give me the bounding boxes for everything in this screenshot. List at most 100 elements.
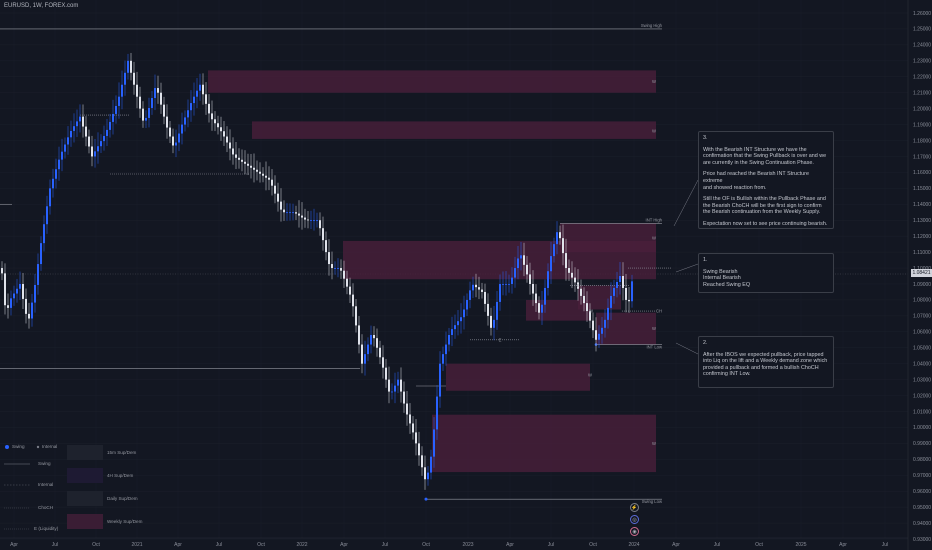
candle-body [214,119,216,124]
candle-body [445,344,447,355]
price-tick-label: 0.94000 [913,521,931,527]
candle-body [460,317,462,322]
candle-body [466,299,468,310]
candle-body [514,268,516,278]
price-tick-label: 1.14000 [913,202,931,208]
time-axis[interactable]: Apr Jul Oct 2021 Apr Jul Oct 2022 Apr Jul Oct 2023 A… [0,537,908,548]
note-1[interactable]: 1. Swing Bearish Internal Bearish Reached S… [698,253,834,293]
e-label: E [499,337,502,342]
note-line: and showed reaction from. [703,184,767,191]
legend-zone-15m: 15m Sup/Dem [107,450,137,455]
structure-labels: Swing High INT High CH INT Low Swing Low W W W W… [499,23,663,504]
candle-body [556,232,558,245]
candle-body [346,278,348,287]
candle-body [181,124,183,134]
candle-body [574,277,576,283]
candle-body [424,467,426,480]
candle-body [172,136,174,146]
legend-internal: Internal [42,444,58,449]
candle-body [55,169,57,179]
swing-low-label: Swing Low [642,499,663,504]
candle-body [547,271,549,288]
candle-body [397,379,399,386]
price-tick-label: 1.10000 [913,266,931,272]
candle-body [1,268,3,274]
candle-body [568,268,570,273]
candle-body [301,215,303,218]
candle-body [457,321,459,326]
candle-body [196,90,198,97]
candle-body [529,274,531,284]
price-tick-label: 0.93000 [913,537,931,543]
note-2[interactable]: 2. After the IBOS we expected pullback, p… [698,336,834,388]
swing-low-point [424,497,428,501]
candle-body [376,338,378,348]
price-tick-label: 1.07000 [913,314,931,320]
candle-body [154,88,156,99]
price-tick-label: 1.25000 [913,27,931,33]
candle-body [325,240,327,253]
note-3[interactable]: 3. With the Bearish INT Structure we have… [698,131,834,229]
candle-body [169,127,171,137]
candle-body [19,283,21,289]
candle-body [631,281,633,302]
candle-body [16,288,18,294]
w-label: W [652,326,656,331]
events-icon[interactable]: ◉ [630,527,639,536]
time-tick-label: Oct [589,542,597,548]
candle-body [544,287,546,305]
candle-body [328,252,330,265]
candle-body [562,238,564,254]
time-tick-label: Apr [174,542,182,548]
candle-body [283,209,285,213]
price-tick-label: 1.05000 [913,346,931,352]
candle-body [25,298,27,314]
w-label: W [589,309,593,314]
candle-body [487,303,489,316]
calendar-icon[interactable]: ◎ [630,515,639,524]
candle-body [493,319,495,328]
price-axis[interactable]: 1.26000 1.25000 1.24000 1.23000 1.22000 1.210… [907,0,931,550]
candle-body [10,298,12,308]
candle-body [625,287,627,300]
candle-body [295,212,297,214]
candle-body [349,286,351,295]
price-tick-label: 1.04000 [913,361,931,367]
price-tick-label: 1.16000 [913,170,931,176]
price-tick-label: 0.98000 [913,457,931,463]
candle-body [52,178,54,189]
price-tick-label: 1.18000 [913,138,931,144]
candle-body [73,126,75,131]
time-tick-label: Apr [10,542,18,548]
note-line: Expectation now set to see price continu… [703,220,828,227]
note-line: Swing Bearish [703,268,738,275]
time-tick-label: 2022 [296,542,307,548]
candle-body [535,293,537,304]
candle-body [343,270,345,279]
structure-lines [0,28,672,501]
candle-body [598,333,600,340]
price-tick-label: 1.21000 [913,91,931,97]
legend-zone-daily: Daily Sup/Dem [107,496,138,501]
candle-body [373,334,375,339]
candle-body [46,206,48,225]
candle-body [163,104,165,117]
candle-body [166,116,168,128]
candle-body [502,283,504,285]
sup-dem-zone [596,312,656,345]
candle-body [406,403,408,415]
lightning-icon[interactable]: ⚡ [630,503,639,512]
symbol-title[interactable]: EURUSD, 1W, FOREX.com [4,3,79,9]
candle-body [127,60,129,73]
legend-swing: Swing [12,444,25,449]
candle-body [448,334,450,345]
price-tick-label: 0.97000 [913,473,931,479]
candle-body [583,295,585,304]
candle-body [541,304,543,313]
candle-body [580,288,582,296]
time-tick-label: Jul [52,542,58,548]
legend-panel: Swing Internal Swing Internal ChoCH E (L… [0,440,160,540]
note-line: the Bearish ChoCH will be the first sign… [703,202,822,209]
candle-body [151,98,153,108]
candle-body [88,136,90,147]
